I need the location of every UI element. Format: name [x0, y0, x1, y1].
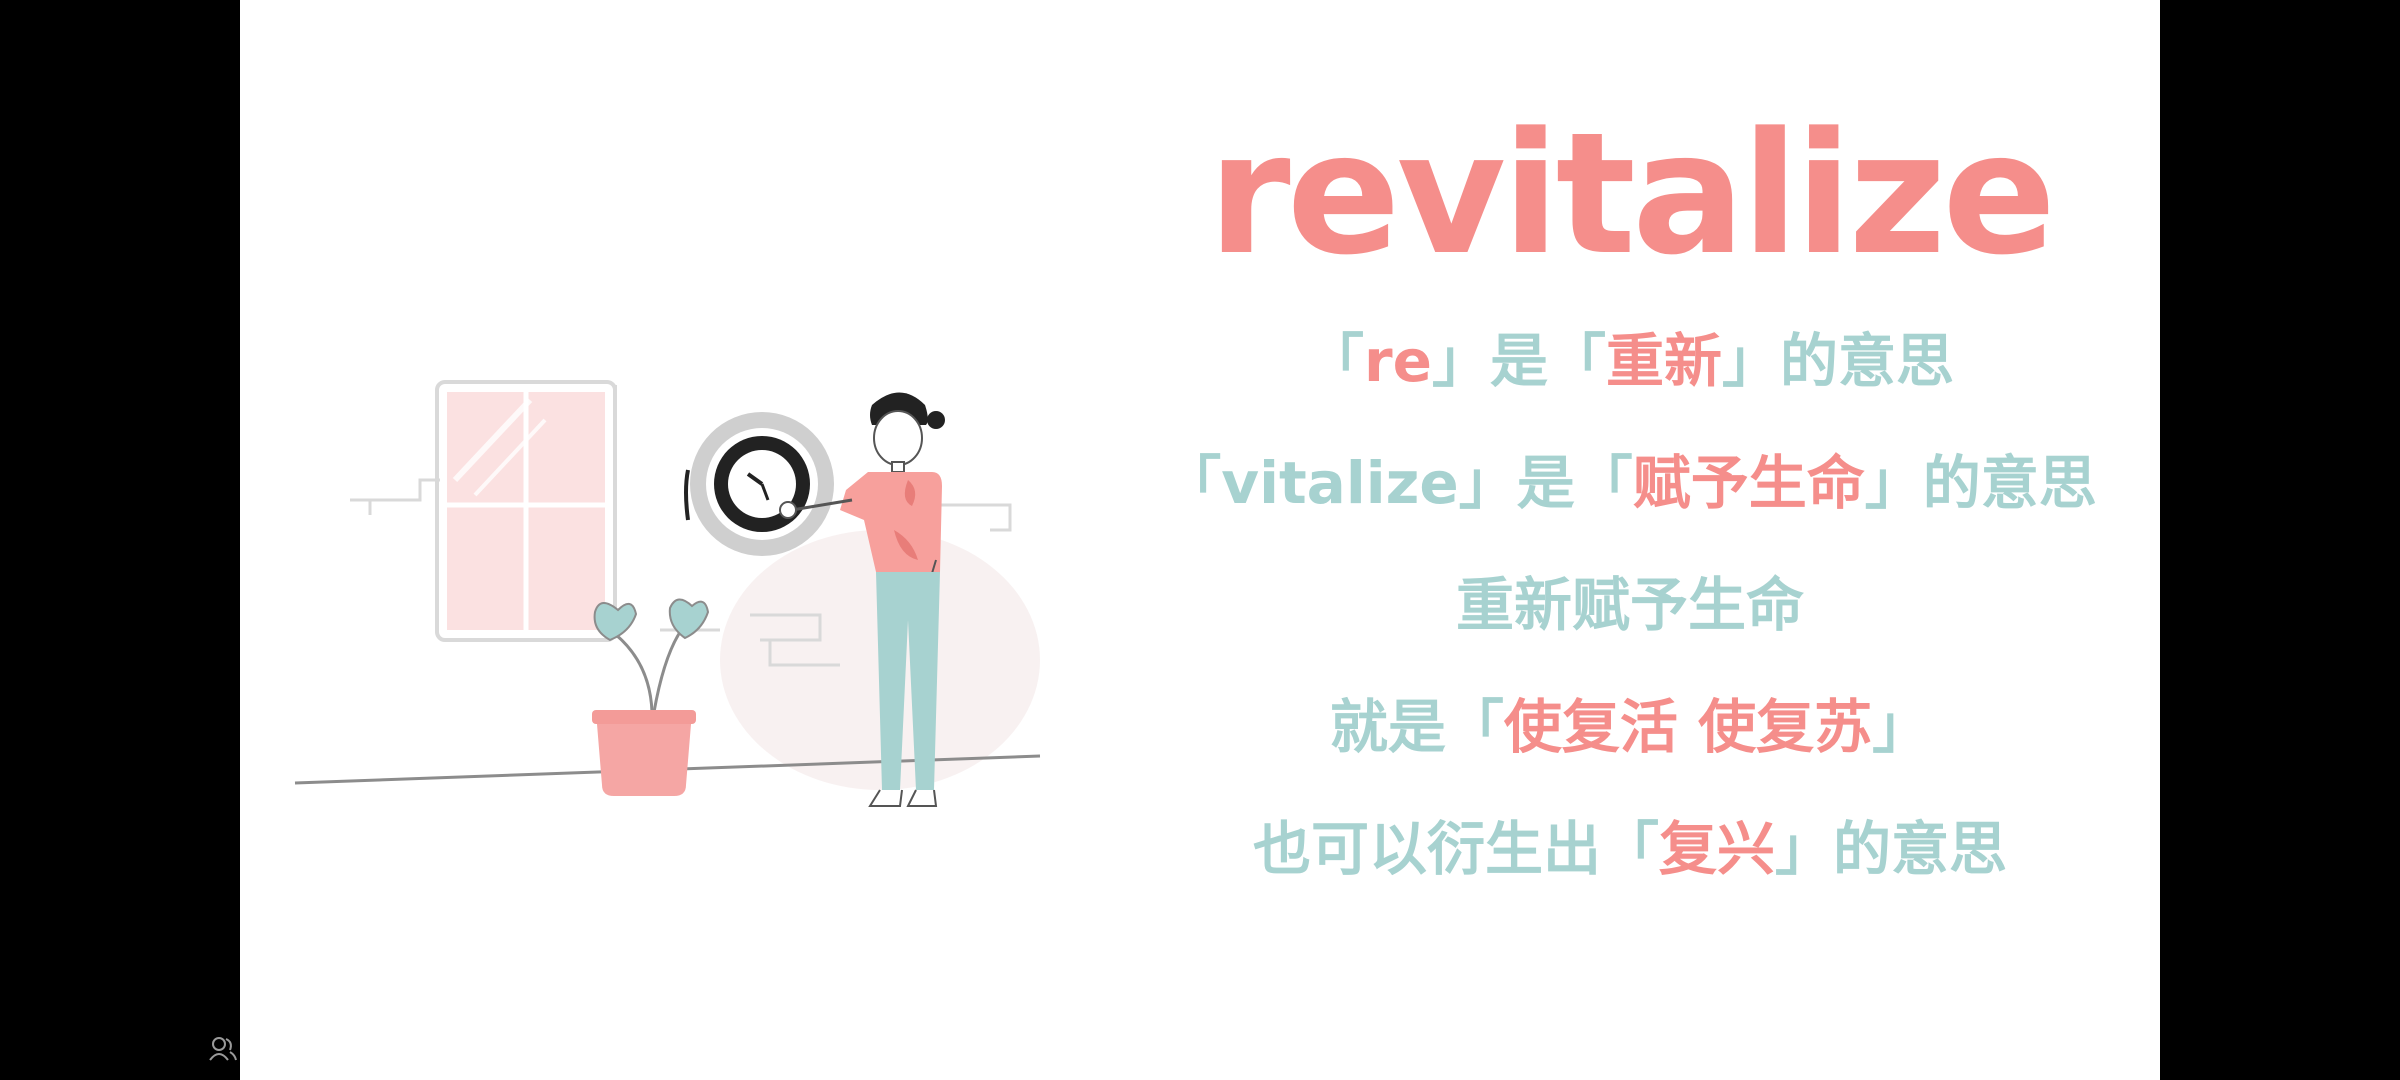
woman-figure	[779, 392, 945, 807]
line-segment: 重新赋予生命	[1455, 571, 1804, 639]
line-segment: 复兴	[1658, 815, 1775, 883]
line-segment: 也可以衍生出「	[1252, 815, 1659, 883]
explanation-line-5: 也可以衍生出「复兴」的意思	[1120, 788, 2140, 910]
user-group-icon[interactable]	[208, 1034, 238, 1064]
word-title: revitalize	[1207, 96, 2056, 292]
explanation-text-block: re vitalize 「re」是「重新」的意思 「vitalize」是「赋予生命…	[1120, 110, 2140, 910]
line-segment: 使复活 使复苏	[1503, 693, 1873, 761]
window	[435, 380, 617, 642]
wall-clock	[684, 412, 834, 556]
woman-hanging-clock-illustration	[294, 380, 1041, 807]
line-segment: 」	[1872, 693, 1931, 761]
line-segment: 赋予生命	[1632, 449, 1865, 517]
line-segment: 」的意思	[1775, 815, 2008, 883]
line-segment: 就是「	[1329, 693, 1504, 761]
explanation-line-3: 重新赋予生命	[1120, 544, 2140, 666]
line-segment: 「	[1305, 327, 1364, 395]
slide: revitalize 「re」是「重新」的意思 「vitalize」是「赋予生命…	[240, 0, 2160, 1080]
explanation-line-2: 「vitalize」是「赋予生命」的意思	[1120, 422, 2140, 544]
line-segment: vitalize	[1221, 449, 1459, 517]
line-segment: 」是「	[1458, 449, 1633, 517]
line-segment: 」的意思	[1721, 327, 1954, 395]
potted-plant	[592, 598, 710, 796]
line-segment: 重新	[1605, 327, 1722, 395]
explanation-line-1: 「re」是「重新」的意思	[1120, 300, 2140, 422]
line-segment: 「	[1163, 449, 1222, 517]
line-segment: 」的意思	[1864, 449, 2097, 517]
explanation-line-4: 就是「使复活 使复苏」	[1120, 666, 2140, 788]
line-segment: 」是「	[1431, 327, 1606, 395]
line-segment: re	[1364, 327, 1432, 395]
